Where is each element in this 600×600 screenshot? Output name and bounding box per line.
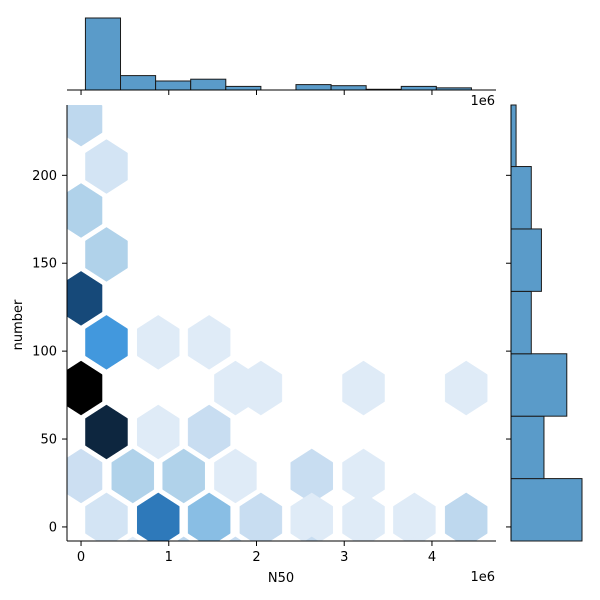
x-marginal-bar <box>155 80 192 91</box>
hexbin-cell <box>407 536 422 541</box>
hexbin-cell <box>187 404 231 460</box>
y-tick-label: 100 <box>32 345 57 360</box>
x-marginal-bar <box>120 75 157 91</box>
hexbin-cell <box>342 360 385 416</box>
y-tick-label: 0 <box>49 520 57 535</box>
y-marginal-bar <box>510 478 583 542</box>
hexbin-cell <box>67 360 103 416</box>
hexbin-cell <box>136 492 180 541</box>
hexbin-cell <box>125 536 140 541</box>
hexbin-cell <box>444 492 488 541</box>
hexbin-cell <box>304 536 319 541</box>
hexbin-cell <box>136 404 180 460</box>
x-marginal-bar <box>190 78 227 91</box>
hexbin-cell <box>239 360 283 416</box>
x-marginal-bar <box>400 85 437 91</box>
hexbin-cell <box>67 183 103 238</box>
axes-layer: 0 1 2 3 4 0 50 100 150 200 <box>32 105 496 565</box>
y-marginal-bar <box>510 104 517 168</box>
hexbin-layer <box>67 105 488 541</box>
hexbin-cell <box>239 492 283 541</box>
hexbin-cell <box>111 448 155 504</box>
y-tick-label: 150 <box>32 257 57 272</box>
x-tick-label: 4 <box>428 550 436 565</box>
hexbin-cell <box>85 227 128 282</box>
hexbin-cell <box>290 492 334 541</box>
hexbin-cell <box>176 536 191 541</box>
hexbin-cell <box>85 404 128 460</box>
x-tick-label: 1 <box>165 550 173 565</box>
x-offset-label: 1e6 <box>470 570 495 585</box>
x-tick-label: 0 <box>77 550 85 565</box>
y-marginal-bar <box>510 228 542 292</box>
x-marginal-bar <box>225 85 262 91</box>
x-marginal-bar <box>295 84 332 91</box>
hexbin-cell <box>85 492 128 541</box>
hexbin-cell <box>228 536 243 541</box>
y-axis-label: number <box>11 299 26 350</box>
y-marginal-bar <box>510 353 568 417</box>
hexbin-cell <box>214 448 257 504</box>
x-marginal-bar <box>330 85 367 91</box>
hexbin-cell <box>85 139 128 194</box>
hexbin-cell <box>393 492 436 541</box>
hexbin-cell <box>136 315 180 370</box>
right-marginal-histogram <box>506 104 583 542</box>
y-marginal-bar <box>510 415 545 480</box>
hexbin-cell <box>187 492 231 541</box>
hexbin-cell <box>342 492 385 541</box>
hexbin-cell <box>85 315 128 370</box>
top-marginal-histogram <box>67 17 496 95</box>
x-axis-label: N50 <box>268 571 294 586</box>
hexbin-cell <box>67 271 103 326</box>
hexbin-cell <box>444 360 488 416</box>
y-tick-label: 50 <box>40 433 57 448</box>
x-tick-label: 3 <box>340 550 348 565</box>
x-tick-label: 2 <box>252 550 260 565</box>
hexbin-cell <box>162 448 205 504</box>
x-marginal-bar <box>84 17 122 91</box>
hexbin-cell <box>67 105 103 147</box>
hexbin-cell <box>356 536 371 541</box>
y-marginal-bar <box>510 166 532 230</box>
hexbin-cell <box>187 315 231 370</box>
y-marginal-bar <box>510 290 532 355</box>
hexbin-cell <box>67 448 103 504</box>
top-marginal-offset-label: 1e6 <box>470 94 495 109</box>
y-tick-label: 200 <box>32 169 57 184</box>
